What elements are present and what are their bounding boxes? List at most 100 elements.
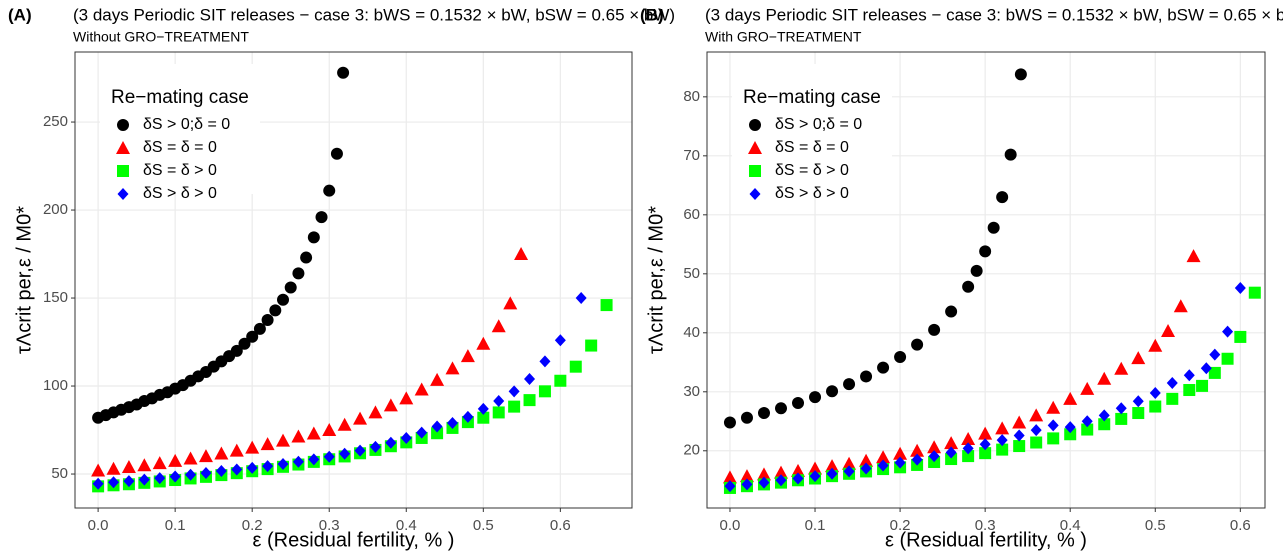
point — [152, 456, 167, 470]
point — [723, 416, 736, 429]
point — [246, 330, 259, 343]
point — [1208, 366, 1221, 379]
point — [945, 453, 958, 466]
point — [92, 477, 104, 490]
legend-label: δS = δ = 0 — [775, 139, 849, 156]
point — [1149, 400, 1162, 413]
point — [1149, 386, 1161, 399]
point — [1029, 408, 1044, 422]
point — [1080, 381, 1095, 395]
x-tick-label: 0.4 — [1060, 517, 1081, 534]
point — [860, 370, 873, 383]
point — [524, 372, 536, 385]
point — [1166, 376, 1178, 389]
point — [121, 459, 136, 473]
point — [792, 472, 804, 485]
point — [245, 440, 260, 454]
point — [996, 434, 1008, 447]
point — [200, 466, 212, 479]
y-tick-label: 50 — [51, 465, 68, 482]
chart-subtitle: With GRO−TREATMENT — [705, 29, 862, 45]
point — [1030, 424, 1042, 437]
point — [400, 431, 412, 444]
panel-label: (B) — [640, 5, 664, 24]
y-tick-label: 150 — [43, 289, 68, 306]
point — [1098, 409, 1110, 422]
point — [276, 433, 291, 447]
legend-symbol — [116, 141, 130, 154]
point — [1166, 392, 1179, 405]
point — [185, 468, 197, 481]
point — [292, 455, 304, 468]
point — [1132, 407, 1145, 420]
y-tick-label: 200 — [43, 201, 68, 218]
point — [987, 221, 1000, 234]
point — [569, 360, 582, 373]
x-tick-label: 0.6 — [550, 517, 571, 534]
point — [1047, 432, 1060, 445]
point — [996, 191, 1009, 204]
point — [739, 469, 754, 483]
point — [843, 465, 855, 478]
legend-label: δS > δ > 0 — [775, 185, 849, 202]
point — [215, 465, 227, 478]
point — [1234, 330, 1247, 343]
point — [1097, 371, 1112, 385]
point — [261, 314, 274, 327]
point — [1183, 369, 1195, 382]
point — [154, 472, 166, 485]
point — [1221, 352, 1234, 365]
point — [1004, 148, 1017, 161]
point — [758, 476, 770, 489]
point — [322, 423, 337, 437]
legend-title: Re−mating case — [743, 87, 881, 108]
point — [757, 407, 770, 420]
point — [108, 476, 120, 489]
point — [1186, 249, 1201, 263]
point — [430, 372, 445, 386]
point — [306, 426, 321, 440]
point — [1115, 402, 1127, 415]
point — [945, 446, 957, 459]
point — [1046, 400, 1061, 414]
x-tick-label: 0.3 — [975, 517, 996, 534]
point — [554, 374, 567, 387]
point — [238, 337, 251, 350]
point — [756, 467, 771, 481]
legend-symbol — [749, 119, 761, 131]
point — [284, 281, 297, 294]
point — [538, 385, 551, 398]
plot-border — [706, 51, 1266, 509]
point — [1013, 429, 1025, 442]
y-axis-label: τΛcrit per,ε / M0* — [645, 206, 667, 354]
point — [877, 459, 889, 472]
point — [792, 396, 805, 409]
point — [996, 443, 1009, 456]
point — [859, 453, 874, 467]
point — [995, 421, 1010, 435]
legend-title: Re−mating case — [111, 87, 249, 108]
point — [1234, 281, 1246, 294]
y-tick-label: 60 — [683, 206, 700, 223]
point — [1013, 440, 1026, 453]
y-tick-label: 70 — [683, 147, 700, 164]
point — [491, 319, 506, 333]
point — [740, 411, 753, 424]
point — [775, 474, 787, 487]
point — [307, 231, 320, 244]
point — [330, 147, 343, 160]
point — [1200, 362, 1212, 375]
y-tick-label: 80 — [683, 88, 700, 105]
legend-symbol — [117, 165, 129, 177]
legend-symbol — [749, 188, 761, 200]
point — [978, 426, 993, 440]
point — [229, 443, 244, 457]
point — [539, 355, 551, 368]
legend-symbol — [117, 119, 129, 131]
x-axis-label: ε (Residual fertility, % ) — [885, 529, 1087, 551]
legend-label: δS > 0;δ = 0 — [143, 116, 230, 133]
point — [1081, 415, 1093, 428]
point — [339, 447, 351, 460]
point — [826, 385, 839, 398]
point — [1047, 419, 1059, 432]
